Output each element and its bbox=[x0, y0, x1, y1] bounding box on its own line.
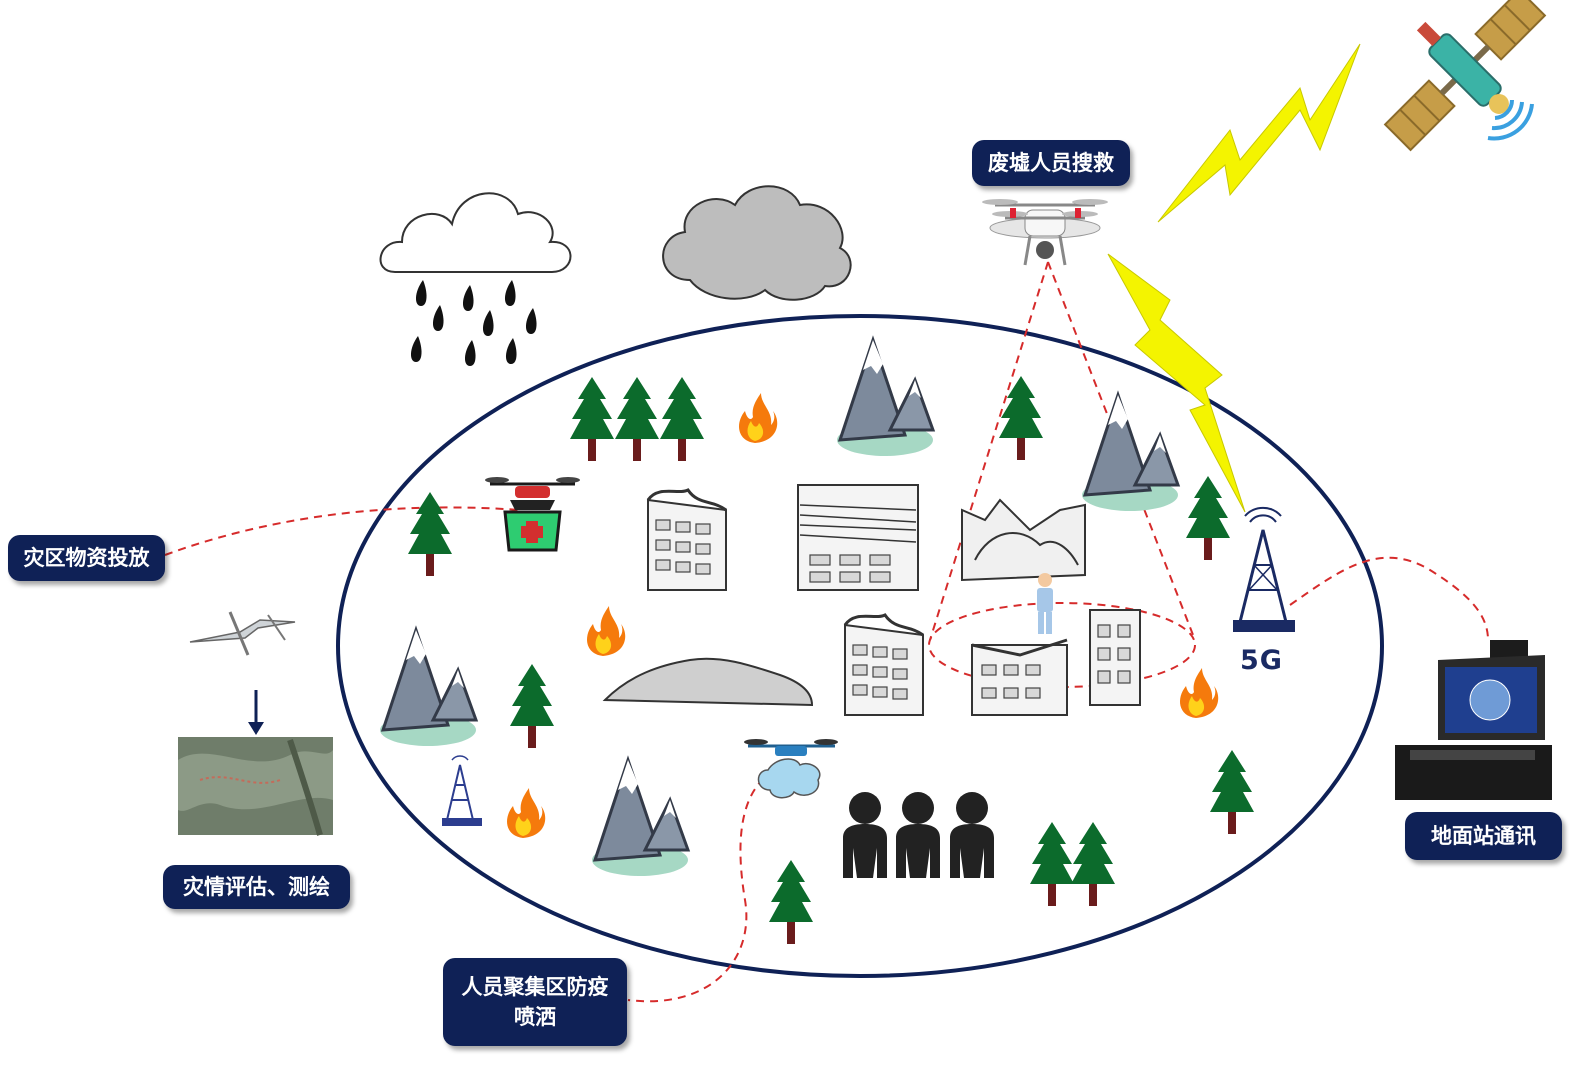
collapsed-building-icon bbox=[843, 613, 925, 717]
mountain-icon bbox=[378, 628, 478, 748]
search-beam-left bbox=[929, 261, 1049, 641]
disaster-area-ellipse bbox=[336, 314, 1384, 978]
spray-link-line bbox=[627, 769, 776, 1003]
cell-tower-icon bbox=[1233, 506, 1295, 632]
ground-station-laptop-icon bbox=[1395, 640, 1552, 800]
fire-icon bbox=[739, 393, 778, 443]
spray-drone-icon bbox=[744, 739, 838, 799]
signal-icon bbox=[1487, 99, 1534, 141]
collapsed-building-icon bbox=[646, 488, 728, 592]
cell-tower-icon bbox=[442, 755, 482, 826]
person-icon bbox=[1037, 573, 1053, 634]
fire-icon bbox=[587, 606, 626, 656]
cargo-drone-icon bbox=[485, 477, 580, 552]
crowd-spray-line2: 喷洒 bbox=[514, 1005, 556, 1029]
tree-icon bbox=[408, 492, 452, 576]
aerial-map-icon bbox=[178, 737, 333, 836]
crowd-icon bbox=[843, 792, 994, 878]
tree-icon bbox=[1071, 822, 1115, 906]
relief-link-line bbox=[164, 506, 521, 556]
mountain-icon bbox=[590, 758, 690, 878]
crowd-spray-label: 人员聚集区防疫 喷洒 bbox=[443, 958, 627, 1046]
ruins-search-label: 废墟人员搜救 bbox=[972, 140, 1130, 186]
ground-station-label: 地面站通讯 bbox=[1405, 812, 1562, 860]
mountain-icon bbox=[835, 338, 935, 458]
fire-icon bbox=[1180, 668, 1219, 718]
tree-icon bbox=[615, 377, 659, 461]
crowd-spray-line1: 人员聚集区防疫 bbox=[461, 975, 609, 999]
tree-icon bbox=[510, 664, 554, 748]
satellite-icon bbox=[1383, 0, 1547, 152]
relief-supply-label: 灾区物资投放 bbox=[8, 535, 165, 581]
lightning-icon bbox=[1157, 43, 1361, 223]
gray-cloud-icon bbox=[662, 185, 852, 301]
tree-icon bbox=[1030, 822, 1074, 906]
tree-icon bbox=[999, 376, 1043, 460]
tree-icon bbox=[660, 377, 704, 461]
mountain-icon bbox=[1080, 393, 1180, 513]
disaster-assessment-label: 灾情评估、测绘 bbox=[163, 865, 350, 909]
rain-cloud-icon bbox=[379, 192, 572, 366]
ground-link-line bbox=[1289, 556, 1489, 641]
network-5g-label: 5G bbox=[1240, 645, 1283, 676]
quadcopter-icon bbox=[982, 199, 1108, 266]
tree-icon bbox=[570, 377, 614, 461]
collapsed-building-icon bbox=[797, 484, 919, 591]
tree-icon bbox=[1186, 476, 1230, 560]
fire-icon bbox=[507, 788, 546, 838]
tree-icon bbox=[769, 860, 813, 944]
collapsed-building-icon bbox=[961, 498, 1086, 582]
lightning-icon bbox=[1107, 253, 1246, 513]
down-arrow-icon bbox=[248, 690, 264, 735]
tree-icon bbox=[1210, 750, 1254, 834]
rubble-icon bbox=[602, 657, 814, 707]
collapsed-building-icon bbox=[971, 609, 1141, 716]
fixed-wing-drone-icon bbox=[189, 611, 296, 656]
